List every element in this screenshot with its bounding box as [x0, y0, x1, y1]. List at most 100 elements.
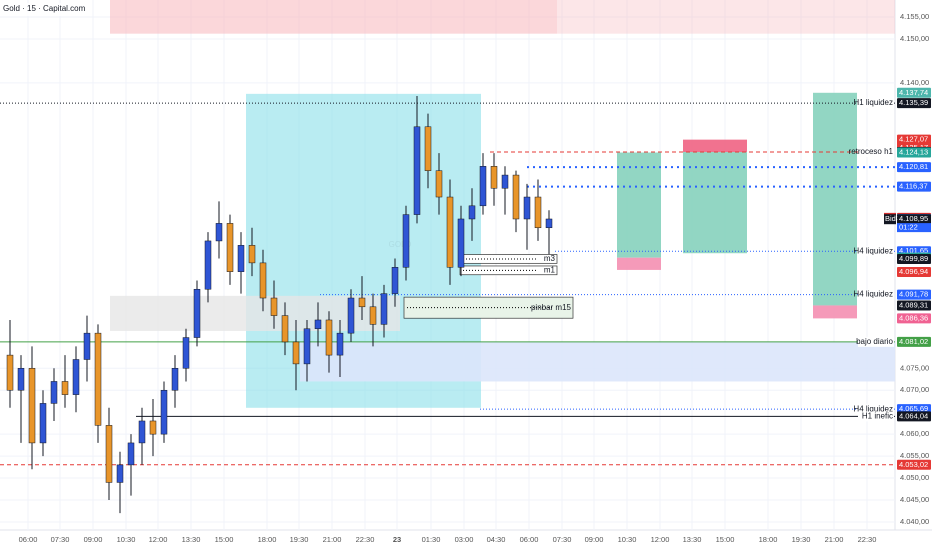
- x-tick-label: 22:30: [356, 535, 375, 544]
- candle-body: [193, 288, 201, 338]
- candle-body: [6, 354, 14, 391]
- y-tick-label: 4.155,00: [900, 12, 929, 21]
- price-tag-label: 4.116,37: [899, 182, 928, 191]
- candle-body: [314, 319, 322, 330]
- y-tick-label: 4.075,00: [900, 363, 929, 372]
- candle-body: [391, 267, 399, 294]
- candle-body: [28, 368, 36, 444]
- price-tag-label: 4.089,31: [899, 300, 928, 309]
- candle-body: [369, 306, 377, 325]
- level-label-bg: [858, 411, 894, 422]
- annotation-label: pinbar m15: [531, 303, 572, 312]
- price-tag: [897, 162, 931, 173]
- price-tag: [897, 98, 931, 109]
- candle-body: [446, 196, 454, 268]
- zone: [813, 92, 857, 306]
- x-tick-label: 03:00: [455, 535, 474, 544]
- price-tag-label: 4.086,36: [899, 313, 928, 322]
- x-tick-label: 06:00: [520, 535, 539, 544]
- zone: [110, 295, 400, 331]
- candle-body: [182, 337, 190, 369]
- level-label-bg: [858, 289, 894, 300]
- candle-body: [479, 166, 487, 207]
- price-tag: [897, 147, 931, 158]
- x-tick-label: 09:00: [585, 535, 604, 544]
- candle-body: [457, 218, 465, 268]
- candle-body: [501, 174, 509, 189]
- candle-body: [534, 196, 542, 229]
- x-tick-label: 22:30: [858, 535, 877, 544]
- x-tick-label: 09:00: [84, 535, 103, 544]
- candle-body: [39, 403, 47, 444]
- title-bg: [0, 3, 76, 16]
- candle-body: [204, 240, 212, 290]
- x-tick-label: 13:30: [683, 535, 702, 544]
- x-tick-label: 21:00: [323, 535, 342, 544]
- level-label-bg: [858, 147, 894, 158]
- x-tick-label: 18:00: [258, 535, 277, 544]
- x-tick-label: 15:00: [716, 535, 735, 544]
- zone-extension: [557, 0, 895, 34]
- zone: [110, 0, 557, 34]
- price-tag: [897, 214, 931, 225]
- x-tick-label: 13:30: [182, 535, 201, 544]
- candle-body: [50, 381, 58, 404]
- candle-body: [292, 341, 300, 365]
- candle-body: [105, 425, 113, 483]
- candle-body: [138, 420, 146, 444]
- level-label-bg: [858, 336, 894, 347]
- price-tag-label: 4.053,02: [899, 460, 928, 469]
- bid-badge: [884, 214, 896, 225]
- candle-body: [171, 368, 179, 391]
- candle-body: [523, 196, 531, 220]
- candle-body: [259, 262, 267, 299]
- x-tick-label: 23: [393, 535, 401, 544]
- price-tag-label: 4.127,07: [899, 135, 928, 144]
- zone: [300, 341, 895, 382]
- x-tick-label: 04:30: [487, 535, 506, 544]
- price-tag-label: 4.120,81: [899, 162, 928, 171]
- candle-body: [347, 297, 355, 334]
- zone: [813, 305, 857, 319]
- y-tick-label: 4.070,00: [900, 385, 929, 394]
- x-tick-label: 10:30: [618, 535, 637, 544]
- level-label-bg: [858, 98, 894, 109]
- candle-body: [61, 381, 69, 395]
- level-label: H1 liquidez: [853, 98, 893, 107]
- level-label-bg: [858, 404, 894, 415]
- x-tick-label: 10:30: [117, 535, 136, 544]
- x-tick-label: 06:00: [19, 535, 38, 544]
- candle-body: [215, 223, 223, 242]
- x-tick-label: 15:00: [215, 535, 234, 544]
- candle-body: [237, 245, 245, 272]
- bid-label: Bid: [885, 214, 896, 223]
- price-tag-label: 4.137,74: [899, 88, 928, 97]
- candle-body: [149, 420, 157, 435]
- price-tag: [897, 459, 931, 470]
- price-tag-label: 4.064,04: [899, 411, 928, 420]
- price-tag: [897, 181, 931, 192]
- y-tick-label: 4.140,00: [900, 78, 929, 87]
- y-tick-label: 4.060,00: [900, 429, 929, 438]
- level-label: bajo diario: [856, 337, 893, 346]
- candle-body: [281, 315, 289, 343]
- candle-body: [127, 442, 135, 466]
- price-tag: [897, 87, 931, 98]
- level-label: H4 liquidez: [853, 246, 893, 255]
- x-tick-label: 12:00: [149, 535, 168, 544]
- level-label: H4 liquidez: [853, 404, 893, 413]
- candle-body: [413, 126, 421, 215]
- candle-body: [226, 223, 234, 272]
- annotation-label: m3: [544, 254, 556, 263]
- price-tag-label: 4.124,13: [899, 148, 928, 157]
- candle-body: [424, 126, 432, 171]
- level-label: retroceso h1: [849, 147, 894, 156]
- x-tick-label: 21:00: [825, 535, 844, 544]
- annotation-label: m1: [544, 265, 556, 274]
- candle-body: [402, 214, 410, 268]
- price-tag: [897, 266, 931, 277]
- price-tag-label: 4.096,94: [899, 267, 928, 276]
- price-tag: [897, 253, 931, 264]
- price-tag: [897, 411, 931, 422]
